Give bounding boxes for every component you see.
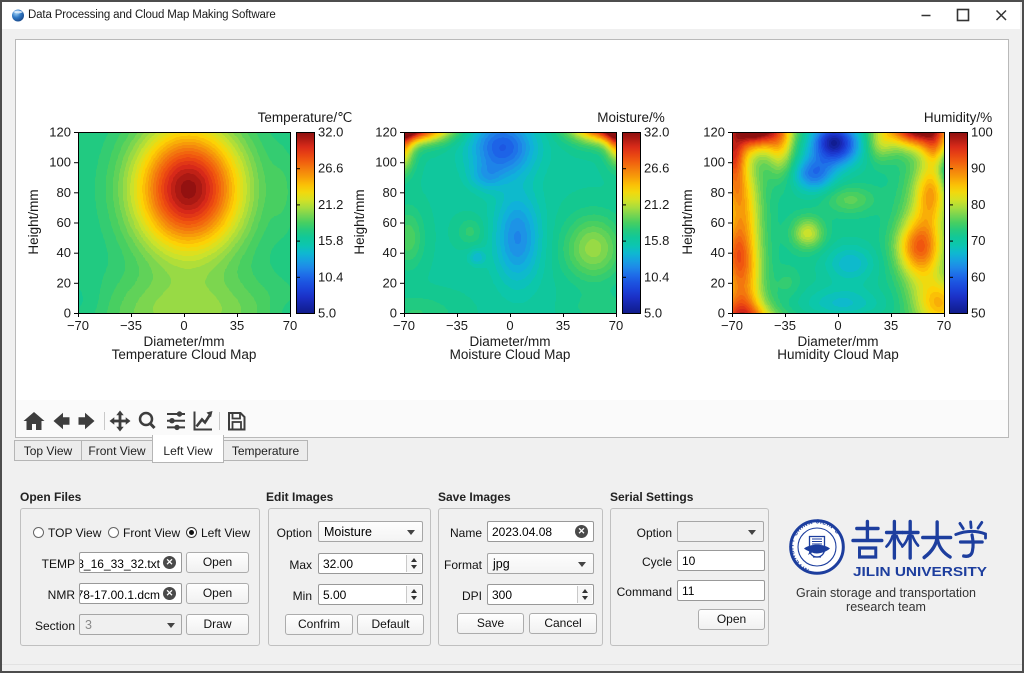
svg-text:NIVERSITY·CHINA·JILIN·U: NIVERSITY·CHINA·JILIN·U xyxy=(789,519,840,572)
svg-text:JILIN UNIVERSITY: JILIN UNIVERSITY xyxy=(853,564,987,579)
